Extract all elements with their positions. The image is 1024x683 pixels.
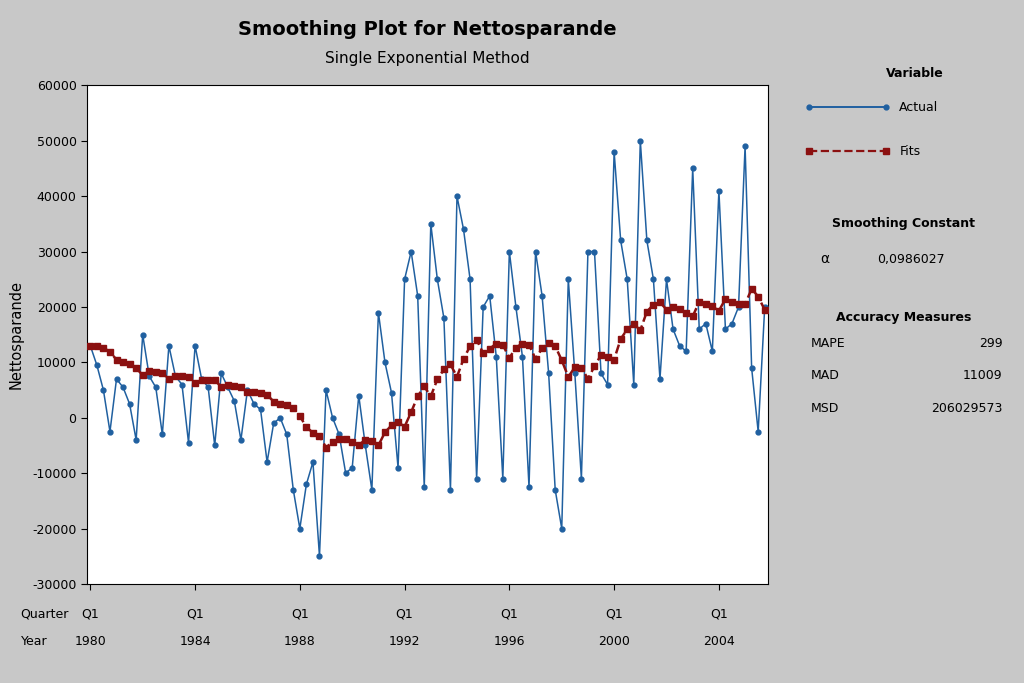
Text: Q1: Q1 [605, 608, 623, 621]
Text: Q1: Q1 [82, 608, 99, 621]
Text: 1980: 1980 [75, 635, 106, 648]
Text: 299: 299 [979, 337, 1002, 350]
Text: Smoothing Plot for Nettosparande: Smoothing Plot for Nettosparande [239, 20, 616, 40]
Text: 1992: 1992 [389, 635, 421, 648]
Text: Q1: Q1 [395, 608, 414, 621]
Text: Q1: Q1 [291, 608, 308, 621]
Text: Single Exponential Method: Single Exponential Method [326, 51, 529, 66]
Text: MSD: MSD [811, 402, 840, 415]
Text: Q1: Q1 [186, 608, 204, 621]
Text: Q1: Q1 [710, 608, 728, 621]
Text: Variable: Variable [886, 68, 943, 81]
Text: Q1: Q1 [501, 608, 518, 621]
Text: Fits: Fits [899, 145, 921, 158]
Text: 206029573: 206029573 [932, 402, 1002, 415]
Text: 1988: 1988 [284, 635, 315, 648]
Text: Quarter: Quarter [20, 608, 69, 621]
Text: Actual: Actual [899, 101, 939, 114]
Text: Year: Year [20, 635, 47, 648]
Text: 1984: 1984 [179, 635, 211, 648]
Text: MAPE: MAPE [811, 337, 846, 350]
Text: Accuracy Measures: Accuracy Measures [836, 311, 972, 324]
Text: α: α [820, 253, 829, 266]
Text: 11009: 11009 [964, 370, 1002, 382]
Text: 2000: 2000 [598, 635, 630, 648]
Text: 2004: 2004 [703, 635, 735, 648]
Text: MAD: MAD [811, 370, 840, 382]
Y-axis label: Nettosparande: Nettosparande [9, 280, 24, 389]
Text: 1996: 1996 [494, 635, 525, 648]
Text: 0,0986027: 0,0986027 [878, 253, 945, 266]
Text: Smoothing Constant: Smoothing Constant [833, 217, 975, 230]
